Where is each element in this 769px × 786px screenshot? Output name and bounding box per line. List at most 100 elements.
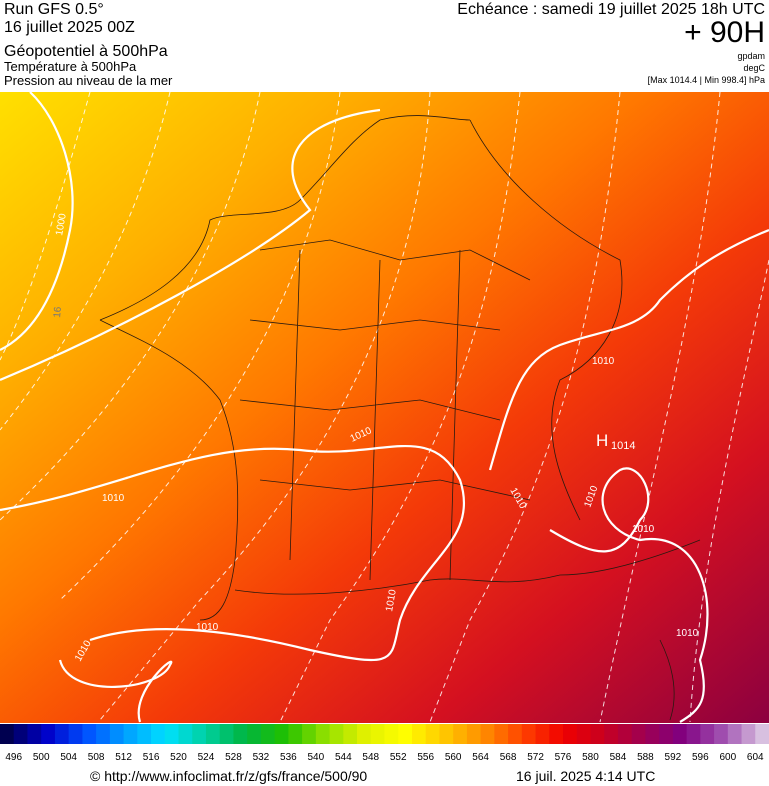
isobar-label: 1010 [102, 493, 125, 504]
lead-time: + 90H [684, 16, 765, 49]
colorbar-cell [219, 724, 234, 744]
colorbar-label: 588 [637, 752, 654, 763]
pressure-isobars [0, 91, 769, 723]
isoline-label: 1000 [54, 212, 69, 236]
colorbar-cell [109, 724, 125, 744]
colorbar-cell [411, 724, 427, 744]
colorbar-cell [329, 724, 344, 744]
colorbar-cell [288, 724, 303, 744]
colorbar-cell [645, 724, 660, 744]
colorbar-cell [563, 724, 578, 744]
colorbar-cell [700, 724, 715, 744]
colorbar-cell [521, 724, 537, 744]
subtitle: Température à 500hPa [4, 59, 137, 74]
colorbar-cell [659, 724, 674, 744]
colorbar-cell [27, 724, 42, 744]
colorbar-cell [398, 724, 413, 744]
valid-time: Echéance : samedi 19 juillet 2025 18h UT… [457, 1, 765, 18]
source: © http://www.infoclimat.fr/z/gfs/france/… [90, 768, 367, 784]
colorbar-cell [439, 724, 454, 744]
colorbar-cell [151, 724, 166, 744]
colorbar-cell [590, 724, 605, 744]
colorbar-label: 600 [719, 752, 736, 763]
subtitle: Pression au niveau de la mer [4, 73, 173, 88]
colorbar-label: 580 [582, 752, 599, 763]
colorbar-cell [260, 724, 276, 744]
colorbar-label: 504 [60, 752, 77, 763]
colorbar-label: 540 [307, 752, 324, 763]
high-pressure: H [596, 431, 608, 450]
colorbar-cell [68, 724, 83, 744]
colorbar-cell [54, 724, 70, 744]
colorbar-cell [123, 724, 138, 744]
colorbar-cell [466, 724, 482, 744]
colorbar-cell [82, 724, 97, 744]
isobar-label: 1010 [592, 356, 615, 367]
colorbar-cell [425, 724, 440, 744]
colorbar-label: 520 [170, 752, 187, 763]
isobar-label: 1010 [632, 524, 655, 535]
colorbar-cell [631, 724, 646, 744]
colorbar-cell [357, 724, 372, 744]
timestamp: 16 juil. 2025 4:14 UTC [516, 768, 655, 784]
colorbar-label: 572 [527, 752, 544, 763]
colorbar-label: 524 [198, 752, 215, 763]
colorbar-label: 544 [335, 752, 352, 763]
colorbar-cell [315, 724, 331, 744]
colorbar-label: 516 [143, 752, 160, 763]
colorbar-cell [714, 724, 729, 744]
colorbar-cell [274, 724, 289, 744]
colorbar-label: 552 [390, 752, 407, 763]
colorbar-label: 592 [665, 752, 682, 763]
run-date: 16 juillet 2025 00Z [4, 19, 135, 36]
colorbar-label: 604 [747, 752, 764, 763]
colorbar-cell [192, 724, 207, 744]
isobar-label: 1010 [384, 588, 399, 612]
colorbar-cell [453, 724, 468, 744]
colorbar-cell [384, 724, 399, 744]
colorbar-label: 528 [225, 752, 242, 763]
colorbar-cell [13, 724, 28, 744]
temperature-isolines [0, 91, 769, 723]
map-field [0, 92, 769, 723]
isoline-label: 16 [52, 306, 64, 318]
colorbar-cell [549, 724, 564, 744]
colorbar-cell [137, 724, 152, 744]
colorbar-label: 584 [610, 752, 627, 763]
colorbar-cell [508, 724, 523, 744]
colorbar-label: 576 [555, 752, 572, 763]
colorbar-cell [205, 724, 221, 744]
colorbar-label: 508 [88, 752, 105, 763]
colorbar-label: 564 [472, 752, 489, 763]
isobar-label: 1010 [676, 628, 699, 639]
isobar-label: 1010 [196, 622, 219, 633]
colorbar-cell [343, 724, 358, 744]
colorbar-cell [741, 724, 756, 744]
colorbar-cell [96, 724, 111, 744]
unit: gpdam [737, 51, 765, 61]
colorbar-label: 536 [280, 752, 297, 763]
range: [Max 1014.4 | Min 998.4] hPa [648, 75, 765, 85]
colorbar-label: 596 [692, 752, 709, 763]
colorbar-cell [233, 724, 248, 744]
high-value: 1014 [611, 440, 635, 452]
colorbar-cell [727, 724, 743, 744]
colorbar-cell [370, 724, 385, 744]
colorbar: 496 500 504 508 512 516 520 524 528 532 536 540 544 5… [0, 724, 769, 763]
colorbar-cell [480, 724, 495, 744]
colorbar-cell [302, 724, 317, 744]
title: Géopotentiel à 500hPa [4, 43, 168, 60]
colorbar-cell [41, 724, 56, 744]
unit: degC [743, 63, 765, 73]
colorbar-label: 568 [500, 752, 517, 763]
colorbar-cell [535, 724, 550, 744]
colorbar-cell [0, 724, 15, 744]
colorbar-cell [617, 724, 633, 744]
colorbar-label: 548 [362, 752, 379, 763]
colorbar-label: 512 [115, 752, 132, 763]
colorbar-cell [178, 724, 193, 744]
colorbar-cell [247, 724, 262, 744]
colorbar-label: 556 [417, 752, 434, 763]
